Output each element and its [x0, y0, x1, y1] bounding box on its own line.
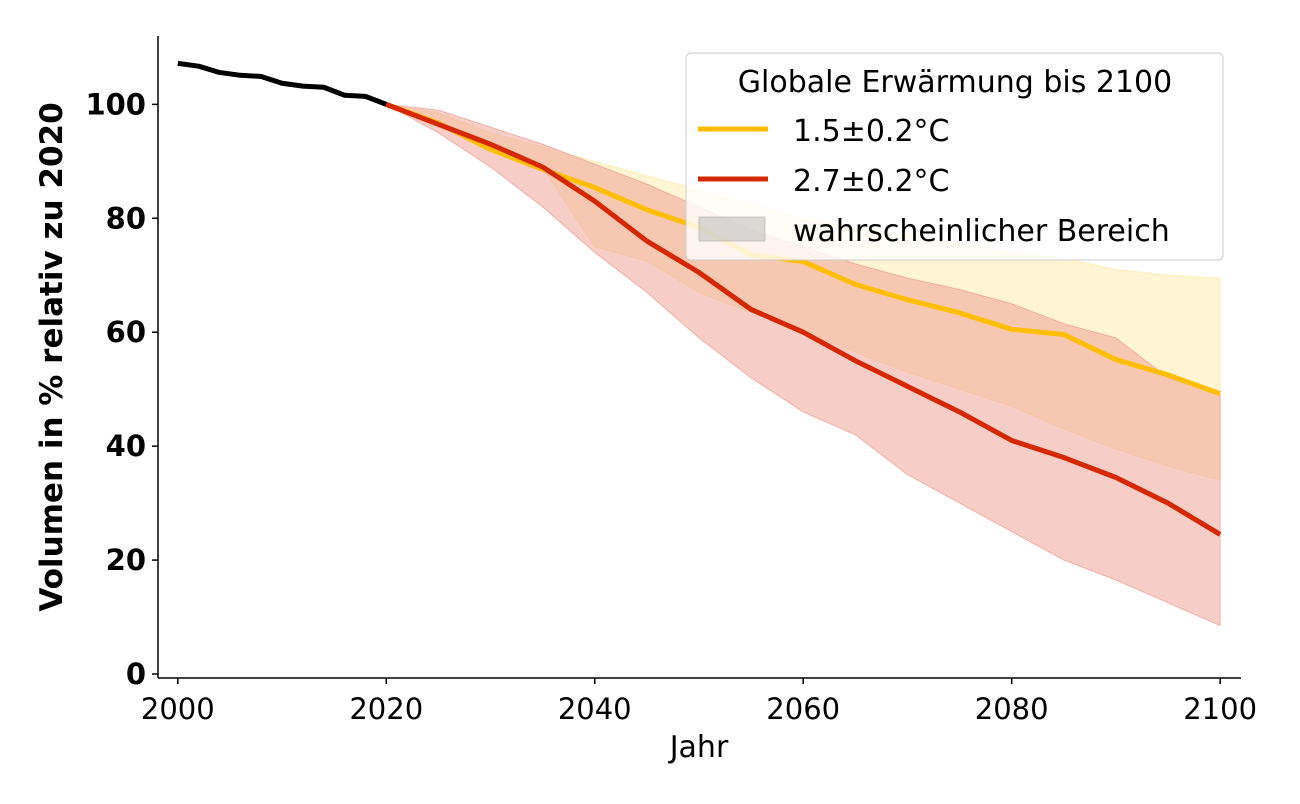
- legend-entry-1.5: 1.5±0.2°C: [793, 114, 950, 149]
- y-tick-label: 40: [106, 429, 146, 463]
- median-line-2.7±0.2°C: [385, 102, 1222, 537]
- series-lines: [177, 60, 1222, 537]
- x-tick-label: 2040: [558, 692, 632, 726]
- y-tick-label: 100: [85, 87, 146, 121]
- x-tick-label: 2080: [975, 692, 1049, 726]
- y-axis-label: Volumen in % relativ zu 2020: [34, 102, 70, 611]
- x-tick-label: 2020: [349, 692, 423, 726]
- x-tick-label: 2060: [766, 692, 840, 726]
- historical-line: [177, 60, 388, 107]
- x-tick-label: 2100: [1183, 692, 1257, 726]
- legend-swatch-range: [698, 216, 766, 242]
- legend-entry-2.7: 2.7±0.2°C: [793, 164, 950, 199]
- x-axis-label: Jahr: [668, 730, 729, 765]
- y-tick-label: 20: [106, 543, 146, 577]
- legend-title: Globale Erwärmung bis 2100: [738, 65, 1172, 100]
- band-2.7±0.2°C: [386, 103, 1221, 627]
- y-tick-label: 0: [126, 657, 146, 691]
- legend-entry-range: wahrscheinlicher Bereich: [793, 214, 1170, 249]
- y-tick-label: 80: [106, 201, 146, 235]
- legend-box: [685, 52, 1224, 261]
- legend: Globale Erwärmung bis 2100 1.5±0.2°C 2.7…: [685, 52, 1224, 261]
- x-tick-label: 2000: [141, 692, 215, 726]
- y-tick-label: 60: [106, 315, 146, 349]
- median-line-1.5±0.2°C: [385, 102, 1222, 397]
